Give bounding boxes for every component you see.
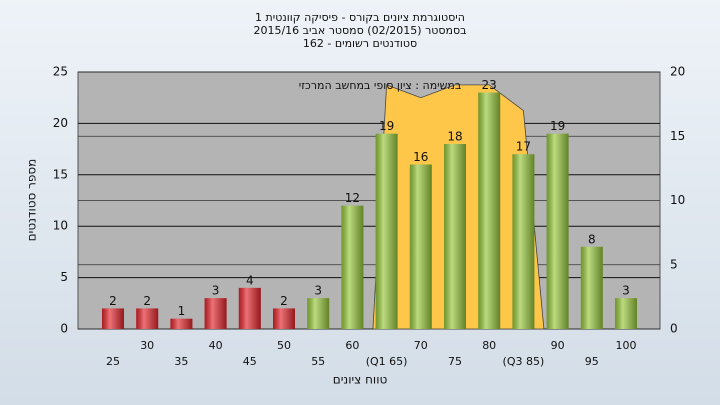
data-label: 19 — [379, 119, 394, 133]
y-tick-label: 15 — [53, 167, 68, 181]
x-tick-label: 45 — [243, 355, 257, 368]
x-tick-label: 100 — [616, 339, 637, 352]
y2-tick-label: 15 — [670, 129, 685, 143]
y2-tick-label: 0 — [670, 322, 678, 336]
y2-tick-label: 10 — [670, 193, 685, 207]
chart-title: היסטוגרמת ציונים בקורס - פיסיקה קוונטית … — [255, 11, 465, 24]
y-tick-label: 0 — [60, 322, 68, 336]
data-label: 3 — [622, 284, 630, 298]
y-tick-label: 5 — [60, 270, 68, 284]
x-axis-label: טווח ציונים — [333, 373, 388, 387]
x-tick-label: 80 — [482, 339, 496, 352]
data-label: 3 — [212, 284, 220, 298]
chart-title: סטודנטים רשומים - 162 — [303, 37, 417, 50]
bar-shade — [615, 298, 637, 329]
x-tick-label: 70 — [414, 339, 428, 352]
bar-shade — [512, 154, 535, 329]
x-tick-label: 75 — [448, 355, 462, 368]
data-label: 8 — [588, 232, 596, 246]
x-tick-label: 55 — [311, 355, 325, 368]
x-tick-label: 95 — [585, 355, 599, 368]
bar-shade — [580, 246, 603, 329]
bar-shade — [375, 133, 398, 329]
x-tick-label: 35 — [174, 355, 188, 368]
bar-shade — [102, 308, 124, 329]
data-label: 2 — [143, 294, 151, 308]
x-tick-label: 25 — [106, 355, 120, 368]
data-label: 12 — [345, 191, 360, 205]
bar-shade — [341, 205, 364, 329]
x-tick-label: 60 — [345, 339, 359, 352]
data-label: 2 — [109, 294, 117, 308]
y-tick-label: 20 — [53, 116, 68, 130]
x-tick-label: (Q3 85) — [503, 355, 545, 368]
bar-shade — [444, 143, 466, 329]
data-label: 16 — [413, 150, 428, 164]
bar-shade — [273, 308, 295, 329]
bar-shade — [409, 164, 432, 329]
data-label: 2 — [280, 294, 288, 308]
y2-tick-label: 5 — [670, 257, 678, 271]
bar-shade — [136, 308, 159, 329]
annotation: במשימה : ציון סופי במחשב המרכזי — [299, 79, 462, 92]
bar-shade — [238, 287, 261, 329]
bar-shade — [307, 298, 330, 329]
data-label: 17 — [516, 140, 531, 154]
data-label: 4 — [246, 273, 254, 287]
bar-shade — [204, 298, 227, 329]
x-tick-label: 40 — [209, 339, 223, 352]
data-label: 3 — [314, 284, 322, 298]
bar-shade — [546, 133, 569, 329]
y2-tick-label: 20 — [670, 65, 685, 79]
x-tick-label: 50 — [277, 339, 291, 352]
y-tick-label: 25 — [53, 65, 68, 79]
data-label: 19 — [550, 119, 565, 133]
y-tick-label: 10 — [53, 219, 68, 233]
data-label: 1 — [178, 304, 186, 318]
data-label: 23 — [482, 78, 497, 92]
x-tick-label: 90 — [551, 339, 565, 352]
chart-title: בסמסטר (02/2015) סמסטר אביב 2015/16 — [253, 24, 466, 37]
x-tick-label: (Q1 65) — [366, 355, 408, 368]
y-axis-label: מספר סטודנטים — [25, 159, 39, 242]
bar-shade — [170, 318, 193, 329]
data-label: 18 — [447, 129, 462, 143]
bar-shade — [478, 92, 501, 329]
x-tick-label: 30 — [140, 339, 154, 352]
